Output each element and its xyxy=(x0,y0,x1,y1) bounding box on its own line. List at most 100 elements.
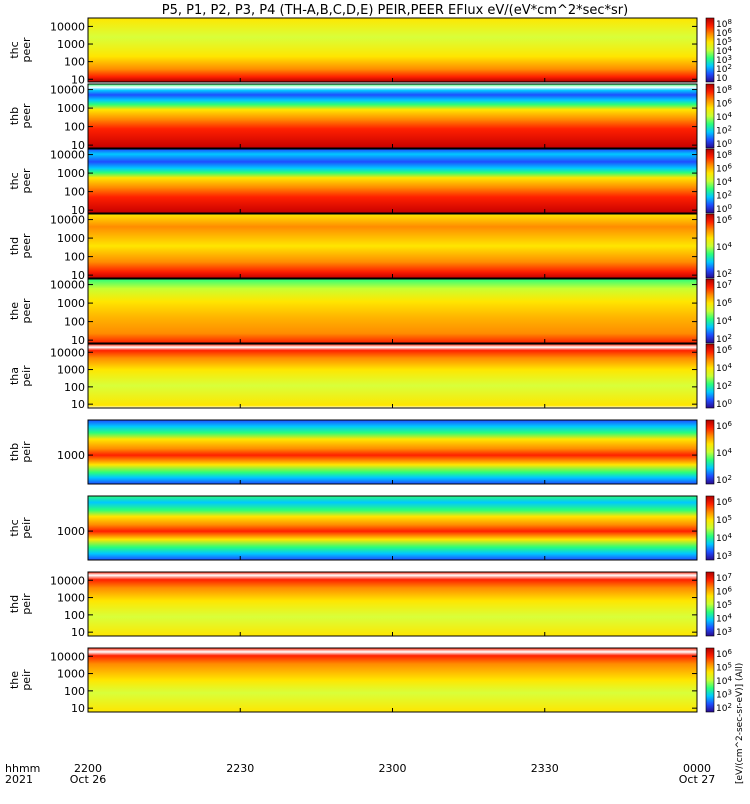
x-tick-date-label: Oct 26 xyxy=(70,773,107,786)
y-tick-label: 10 xyxy=(71,269,85,282)
colorbar-tick-label: 102 xyxy=(716,380,732,392)
panel-product-label: peir xyxy=(20,669,33,691)
panel-probe-label: the xyxy=(8,671,21,689)
colorbar-tick-label: 106 xyxy=(716,163,732,175)
panel-product-label: peir xyxy=(20,441,33,463)
x-tick-label: 2330 xyxy=(531,762,559,775)
y-tick-label: 1000 xyxy=(57,297,85,310)
y-tick-label: 10000 xyxy=(50,574,85,587)
colorbar-tick-label: 108 xyxy=(716,84,732,96)
y-tick-label: 100 xyxy=(64,381,85,394)
y-tick-label: 10000 xyxy=(50,279,85,292)
colorbar-tick-label: 106 xyxy=(716,98,732,110)
spectrogram-image xyxy=(88,344,697,408)
colorbar-tick-label: 102 xyxy=(716,190,732,202)
y-tick-label: 1000 xyxy=(57,167,85,180)
y-tick-label: 100 xyxy=(64,251,85,264)
panel-product-label: peer xyxy=(20,37,33,63)
y-tick-label: 10000 xyxy=(50,20,85,33)
colorbar xyxy=(705,495,715,561)
y-tick-label: 10 xyxy=(71,398,85,411)
y-tick-label: 10000 xyxy=(50,650,85,663)
x-tick-label: 2230 xyxy=(226,762,254,775)
panel-probe-label: thb xyxy=(8,107,21,125)
y-tick-label: 100 xyxy=(64,316,85,329)
colorbar-tick-label: 104 xyxy=(716,675,732,687)
colorbar-tick-label: 106 xyxy=(716,420,732,432)
x-tick-date-label: Oct 27 xyxy=(679,773,716,786)
y-tick-label: 10 xyxy=(71,139,85,152)
panel-tha-peir: 10 100 1000 10000 tha peir 100 102 104 106 xyxy=(8,343,732,411)
colorbar-unit-label: [eV/(cm^2-sec-sr-eV)] (All) xyxy=(735,663,745,784)
colorbar-tick-label: 103 xyxy=(716,626,732,638)
spectrogram-image xyxy=(88,149,697,213)
colorbar-tick-label: 102 xyxy=(716,125,732,137)
x-tick-label: 0000 xyxy=(683,762,711,775)
colorbar-tick-label: 106 xyxy=(716,586,732,598)
spectrogram-image xyxy=(88,496,697,560)
panel-probe-label: tha xyxy=(8,367,21,385)
colorbar-tick-label: 103 xyxy=(716,689,732,701)
panel-product-label: peir xyxy=(20,365,33,387)
colorbar-tick-label: 104 xyxy=(716,362,732,374)
colorbar xyxy=(705,647,715,713)
colorbar-tick-label: 104 xyxy=(716,532,732,544)
y-tick-label: 10000 xyxy=(50,214,85,227)
colorbar-tick-label: 106 xyxy=(716,344,732,356)
colorbar-tick-label: 105 xyxy=(716,599,732,611)
y-tick-label: 1000 xyxy=(57,232,85,245)
colorbar-tick-label: 104 xyxy=(716,613,732,625)
colorbar xyxy=(705,213,715,279)
y-tick-label: 1000 xyxy=(57,592,85,605)
panel-product-label: peer xyxy=(20,168,33,194)
spectrogram-image xyxy=(88,572,697,636)
colorbar-tick-label: 106 xyxy=(716,214,732,226)
colorbar xyxy=(705,343,715,409)
y-tick-label: 100 xyxy=(64,609,85,622)
colorbar xyxy=(705,17,715,83)
y-tick-label: 10 xyxy=(71,73,85,86)
panel-product-label: peer xyxy=(20,233,33,259)
x-tick-label: 2300 xyxy=(379,762,407,775)
colorbar xyxy=(705,278,715,344)
panel-probe-label: thb xyxy=(8,443,21,461)
y-tick-label: 1000 xyxy=(57,102,85,115)
spectrogram-image xyxy=(88,648,697,712)
y-tick-label: 100 xyxy=(64,121,85,134)
y-tick-label: 100 xyxy=(64,685,85,698)
colorbar-tick-label: 106 xyxy=(716,297,732,309)
y-tick-label: 10 xyxy=(71,334,85,347)
y-tick-label: 1000 xyxy=(57,38,85,51)
colorbar-tick-label: 105 xyxy=(716,514,732,526)
y-tick-label: 10 xyxy=(71,626,85,639)
colorbar-tick-label: 10 xyxy=(716,74,728,84)
spectrogram-image xyxy=(88,18,697,82)
y-tick-label: 100 xyxy=(64,186,85,199)
panel-probe-label: thc xyxy=(8,41,21,58)
panel-thb-peir: 1000 thb peir 102 104 106 xyxy=(8,419,732,486)
y-tick-label: 1000 xyxy=(57,668,85,681)
colorbar-tick-label: 107 xyxy=(716,279,732,291)
colorbar-tick-label: 108 xyxy=(716,149,732,161)
panel-probe-label: thd xyxy=(8,595,21,613)
panel-thc-peir: 1000 thc peir 103 104 105 106 xyxy=(8,495,732,562)
y-tick-label: 10000 xyxy=(50,84,85,97)
panel-product-label: peir xyxy=(20,593,33,615)
x-tick-label: 2200 xyxy=(74,762,102,775)
x-label-row-hhmm: hhmm xyxy=(5,762,40,775)
panel-probe-label: thd xyxy=(8,237,21,255)
colorbar xyxy=(705,571,715,637)
spectrogram-image xyxy=(88,84,697,148)
colorbar-tick-label: 104 xyxy=(716,315,732,327)
spectrogram-image xyxy=(88,279,697,343)
panel-product-label: peer xyxy=(20,298,33,324)
y-tick-label: 1000 xyxy=(57,525,85,538)
x-label-row-year: 2021 xyxy=(5,773,33,786)
